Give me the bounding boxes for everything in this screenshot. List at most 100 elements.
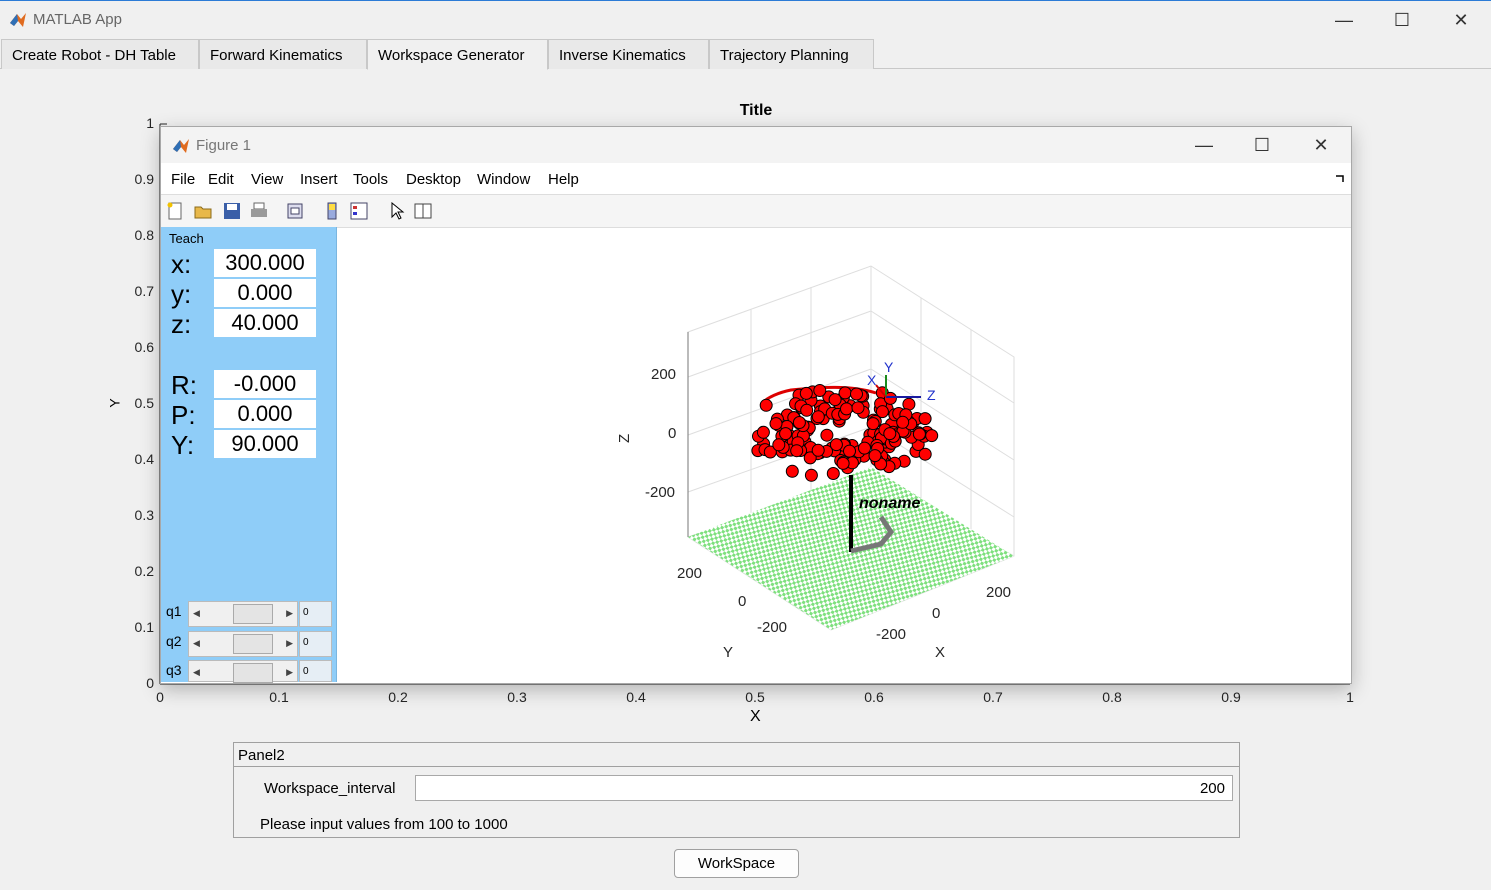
axes-title: Title bbox=[739, 102, 773, 119]
teach-label: Teach bbox=[169, 231, 204, 246]
axes-xlabel: X bbox=[750, 708, 761, 725]
x-tick-label: -200 bbox=[876, 626, 906, 643]
arrow-left-icon[interactable]: ◀ bbox=[193, 608, 200, 618]
colorbar-icon[interactable] bbox=[323, 202, 341, 220]
slider-thumb[interactable] bbox=[233, 634, 273, 654]
workspace-point bbox=[792, 416, 806, 429]
x-tick-label: 0.5 bbox=[745, 689, 765, 705]
x-label: x: bbox=[171, 249, 192, 279]
panel2-title: Panel2 bbox=[238, 747, 285, 764]
q2-slider[interactable]: ◀ ▶ bbox=[188, 631, 298, 657]
legend-icon[interactable] bbox=[350, 202, 368, 220]
y-tick-label: 0.7 bbox=[134, 283, 154, 299]
tab-trajectory-planning[interactable]: Trajectory Planning bbox=[709, 39, 874, 69]
x-tick-label: 0.7 bbox=[983, 689, 1003, 705]
figure-titlebar[interactable]: Figure 1 — ☐ ✕ bbox=[161, 127, 1351, 163]
tab-forward-kinematics[interactable]: Forward Kinematics bbox=[199, 39, 367, 69]
arrow-right-icon[interactable]: ▶ bbox=[286, 667, 293, 677]
figure-title: Figure 1 bbox=[196, 137, 252, 154]
y-tick-label: 0.9 bbox=[134, 171, 154, 187]
menu-file[interactable]: File bbox=[171, 171, 196, 188]
panel2: Panel2 Workspace_interval 200 Please inp… bbox=[233, 742, 1240, 838]
property-editor-icon[interactable] bbox=[414, 202, 432, 220]
menu-insert[interactable]: Insert bbox=[300, 171, 338, 188]
tab-inverse-kinematics[interactable]: Inverse Kinematics bbox=[548, 39, 709, 69]
maximize-button[interactable]: ☐ bbox=[1393, 9, 1411, 30]
frame-x-axis bbox=[875, 384, 887, 398]
y-tick-label: 1 bbox=[146, 115, 154, 131]
x-tick-label: 0.3 bbox=[507, 689, 527, 705]
link-plot-icon[interactable] bbox=[286, 202, 304, 220]
x-tick-label: 0.1 bbox=[269, 689, 289, 705]
pointer-icon[interactable] bbox=[388, 202, 406, 220]
figure-toolbar bbox=[161, 194, 1351, 228]
save-icon[interactable] bbox=[223, 202, 241, 220]
y-tick-label: 0.4 bbox=[134, 451, 154, 467]
q1-value[interactable]: 0 bbox=[299, 601, 332, 627]
workspace-point bbox=[826, 467, 840, 480]
minimize-button[interactable]: — bbox=[1335, 9, 1353, 30]
menu-help[interactable]: Help bbox=[548, 171, 579, 188]
menu-edit[interactable]: Edit bbox=[208, 171, 234, 188]
plot-xlabel: X bbox=[935, 644, 945, 661]
menu-tools[interactable]: Tools bbox=[353, 171, 389, 188]
print-icon[interactable] bbox=[250, 202, 268, 220]
slider-thumb[interactable] bbox=[233, 663, 273, 683]
y-tick-label: 0 bbox=[738, 593, 746, 610]
roll-label: R: bbox=[171, 370, 197, 400]
arrow-left-icon[interactable]: ◀ bbox=[193, 638, 200, 648]
workspace-interval-input[interactable]: 200 bbox=[415, 775, 1233, 801]
menu-desktop[interactable]: Desktop bbox=[406, 171, 462, 188]
figure-close-button[interactable]: ✕ bbox=[1313, 134, 1329, 155]
workspace-point bbox=[828, 393, 842, 407]
q3-label: q3 bbox=[166, 662, 182, 678]
workspace-point bbox=[803, 451, 817, 465]
workspace-point bbox=[858, 441, 871, 455]
menu-view[interactable]: View bbox=[251, 171, 284, 188]
slider-thumb[interactable] bbox=[233, 604, 273, 624]
workspace-interval-label: Workspace_interval bbox=[264, 780, 396, 797]
workspace-point bbox=[843, 444, 856, 458]
undock-icon[interactable] bbox=[1335, 174, 1345, 184]
z-tick-label: 0 bbox=[668, 425, 676, 442]
tab-workspace-generator[interactable]: Workspace Generator bbox=[367, 39, 548, 70]
workspace-point bbox=[785, 464, 799, 478]
q2-value[interactable]: 0 bbox=[299, 631, 332, 657]
y-tick-label: 0 bbox=[146, 675, 154, 691]
y-tick-label: 0.3 bbox=[134, 507, 154, 523]
q3-slider[interactable]: ◀ ▶ bbox=[188, 660, 298, 683]
workspace-point bbox=[902, 397, 916, 411]
q1-slider[interactable]: ◀ ▶ bbox=[188, 601, 298, 627]
plot-zlabel: Z bbox=[616, 434, 633, 443]
figure-minimize-button[interactable]: — bbox=[1195, 134, 1213, 155]
arrow-right-icon[interactable]: ▶ bbox=[286, 638, 293, 648]
workspace-point bbox=[883, 391, 897, 405]
workspace-button[interactable]: WorkSpace bbox=[674, 849, 799, 878]
close-button[interactable]: ✕ bbox=[1453, 9, 1469, 30]
open-icon[interactable] bbox=[194, 202, 212, 220]
workspace-point bbox=[820, 428, 834, 442]
y-value: 0.000 bbox=[214, 279, 316, 307]
matlab-logo-icon bbox=[173, 139, 189, 153]
arrow-left-icon[interactable]: ◀ bbox=[193, 667, 200, 677]
x-tick-label: 200 bbox=[986, 584, 1011, 601]
figure-maximize-button[interactable]: ☐ bbox=[1253, 134, 1271, 155]
pitch-label: P: bbox=[171, 400, 196, 430]
new-icon[interactable] bbox=[166, 202, 184, 220]
q2-label: q2 bbox=[166, 633, 182, 649]
z-label: z: bbox=[171, 309, 192, 339]
tab-bar: Create Robot - DH Table Forward Kinemati… bbox=[0, 39, 1491, 70]
robot-name-label: noname bbox=[859, 495, 920, 512]
menu-window[interactable]: Window bbox=[477, 171, 531, 188]
figure-window[interactable]: Figure 1 — ☐ ✕ File Edit View Insert Too… bbox=[160, 126, 1352, 684]
y-tick-label: 0.6 bbox=[134, 339, 154, 355]
workspace-point bbox=[800, 403, 814, 417]
workspace-point bbox=[811, 410, 825, 424]
arrow-right-icon[interactable]: ▶ bbox=[286, 608, 293, 618]
robot-3d-plot[interactable]: X Y Z noname 200 0 -200 Z 200 0 -200 Y 2… bbox=[581, 247, 1041, 667]
app-titlebar: MATLAB App — ☐ ✕ bbox=[0, 0, 1491, 38]
workspace-point bbox=[763, 445, 777, 459]
q3-value[interactable]: 0 bbox=[299, 660, 332, 682]
tab-create-robot[interactable]: Create Robot - DH Table bbox=[1, 39, 199, 69]
workspace-point bbox=[918, 412, 932, 426]
